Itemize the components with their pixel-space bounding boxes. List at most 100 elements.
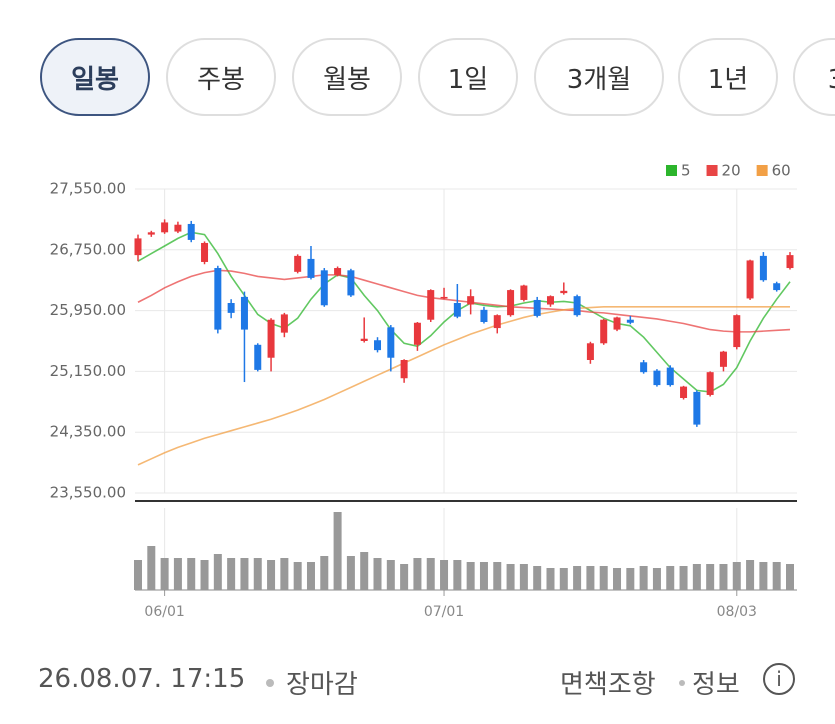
moving-average-line: [137, 269, 791, 333]
volume-bar: [679, 566, 688, 590]
candle-body: [387, 327, 395, 358]
candle-body: [613, 317, 621, 330]
volume-bar: [426, 558, 435, 590]
volume-bar: [652, 568, 661, 590]
volume-bar: [706, 564, 715, 590]
moving-average-line: [137, 306, 790, 466]
volume-bar: [253, 558, 262, 590]
volume-bar: [213, 554, 222, 590]
volume-bar: [346, 556, 355, 590]
candle-body: [294, 255, 302, 272]
candle-body: [174, 224, 182, 232]
volume-bar: [759, 562, 768, 590]
volume-bar: [173, 558, 182, 590]
candle-body: [759, 255, 767, 281]
legend-swatch: [666, 165, 677, 176]
volume-bar: [613, 568, 622, 590]
candle-body: [134, 238, 142, 256]
legend-swatch: [756, 165, 768, 176]
volume-bar: [267, 560, 276, 590]
period-tab[interactable]: 월봉: [292, 38, 402, 116]
y-tick-label: 26,750.00: [50, 240, 126, 258]
candle-body: [626, 319, 634, 323]
volume-bar: [506, 564, 515, 590]
volume-bar: [240, 558, 249, 590]
chart: 27,550.00 26,750.00 25,950.00 25,150.00 24,3…: [50, 162, 797, 620]
candle-body: [400, 360, 408, 379]
volume-bar: [400, 564, 409, 590]
volume-bar: [466, 562, 475, 590]
candle-body: [374, 340, 382, 351]
info-icon[interactable]: i: [763, 663, 795, 695]
x-tick-label: 06/01: [144, 604, 184, 620]
volume-bar: [134, 560, 142, 590]
candle-body: [546, 296, 554, 305]
separator-dot: [679, 680, 685, 686]
candle-body: [733, 315, 741, 348]
candle-body: [467, 296, 475, 305]
legend-label: 5: [681, 162, 691, 180]
candle-body: [440, 296, 448, 299]
y-tick-label: 27,550.00: [50, 180, 126, 198]
candle-body: [201, 242, 209, 262]
candle-body: [347, 270, 355, 296]
volume-bar: [559, 568, 568, 590]
volume-bar: [719, 564, 728, 590]
candle-body: [560, 290, 568, 294]
period-tab[interactable]: 1년: [678, 38, 778, 116]
volume-bar: [586, 566, 595, 590]
period-tab[interactable]: 1일: [418, 38, 518, 116]
y-tick-label: 25,150.00: [50, 362, 126, 380]
candle-body: [600, 319, 608, 344]
candle-body: [214, 268, 222, 330]
volume-bar: [160, 558, 169, 590]
volume-bar: [533, 566, 542, 590]
legend-swatch: [706, 165, 718, 176]
volume-bar: [306, 562, 315, 590]
y-tick-label: 24,350.00: [50, 423, 126, 441]
legend-label: 20: [722, 162, 741, 180]
volume-bar: [573, 566, 582, 590]
candle-body: [666, 367, 674, 386]
candle-body: [586, 343, 594, 360]
candle-body: [533, 299, 541, 316]
candle-body: [693, 391, 701, 425]
candle-body: [187, 223, 195, 240]
info-link[interactable]: 정보: [692, 670, 740, 700]
y-tick-label: 25,950.00: [50, 301, 126, 319]
candle-body: [334, 268, 342, 275]
candle-body: [280, 314, 288, 333]
candle-body: [427, 290, 435, 320]
volume-bar: [519, 564, 528, 590]
candle-body: [360, 338, 368, 341]
volume-bar: [546, 568, 555, 590]
volume-bar: [639, 566, 648, 590]
volume-bar: [227, 558, 236, 590]
volume-bar: [320, 556, 329, 590]
candle-body: [161, 222, 169, 233]
volume-bar: [666, 566, 675, 590]
period-tab[interactable]: 주봉: [166, 38, 276, 116]
volume-bar: [626, 568, 635, 590]
market-status: 장마감: [286, 670, 358, 700]
disclaimer-link[interactable]: 면책조항: [560, 670, 656, 700]
x-tick-label: 08/03: [717, 604, 757, 620]
footer: 26.08.07. 17:15 장마감 면책조항 정보 i: [0, 660, 835, 704]
candle-body: [706, 372, 714, 395]
candle-body: [680, 386, 688, 398]
candle-body: [640, 362, 648, 373]
volume-bar: [293, 562, 302, 590]
period-tab[interactable]: 3개월: [534, 38, 664, 116]
volume-bar: [373, 558, 382, 590]
period-tab[interactable]: 일봉: [40, 38, 150, 116]
candle-body: [786, 255, 794, 269]
candle-body: [493, 315, 501, 329]
candle-body: [746, 260, 754, 299]
volume-bar: [732, 562, 741, 590]
candle-body: [653, 370, 661, 386]
y-tick-label: 23,550.00: [50, 484, 126, 502]
candle-body: [227, 303, 235, 313]
candle-body: [147, 232, 155, 235]
candle-body: [267, 319, 275, 358]
